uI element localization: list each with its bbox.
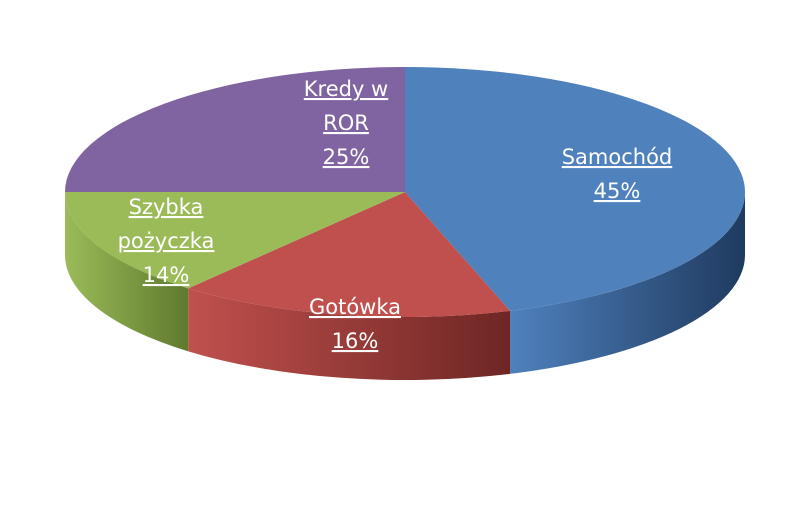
slice-label-line: 14% <box>143 263 190 287</box>
slice-label-line: ROR <box>323 111 369 135</box>
slice-label-2: Szybka pożyczka 14% <box>118 195 215 287</box>
pie-slice-3 <box>65 67 405 192</box>
slice-label-line: Gotówka <box>309 295 401 319</box>
pie-slice-0 <box>405 67 745 311</box>
pie-slice-2 <box>64 192 405 289</box>
pie-side-1 <box>188 288 511 380</box>
slice-label-line: Kredy w <box>304 77 388 101</box>
pie-side-2 <box>64 192 189 352</box>
slice-label-line: pożyczka <box>118 229 215 253</box>
slice-label-3: Kredy w ROR 25% <box>304 77 388 169</box>
slice-labels: Samochód 45% Gotówka 16% Szybka pożyczka 14% Kr… <box>118 77 673 353</box>
pie-slices <box>64 67 745 317</box>
pie-side-0 <box>510 192 745 374</box>
slice-label-line: 45% <box>594 179 641 203</box>
slice-label-line: Szybka <box>129 195 204 219</box>
pie-slice-1 <box>188 192 511 317</box>
slice-label-line: Samochód <box>562 145 673 169</box>
pie-sides <box>64 192 745 380</box>
slice-label-line: 16% <box>332 329 379 353</box>
slice-label-1: Gotówka 16% <box>309 295 401 353</box>
slice-label-line: 25% <box>323 145 370 169</box>
slice-label-0: Samochód 45% <box>562 145 673 203</box>
